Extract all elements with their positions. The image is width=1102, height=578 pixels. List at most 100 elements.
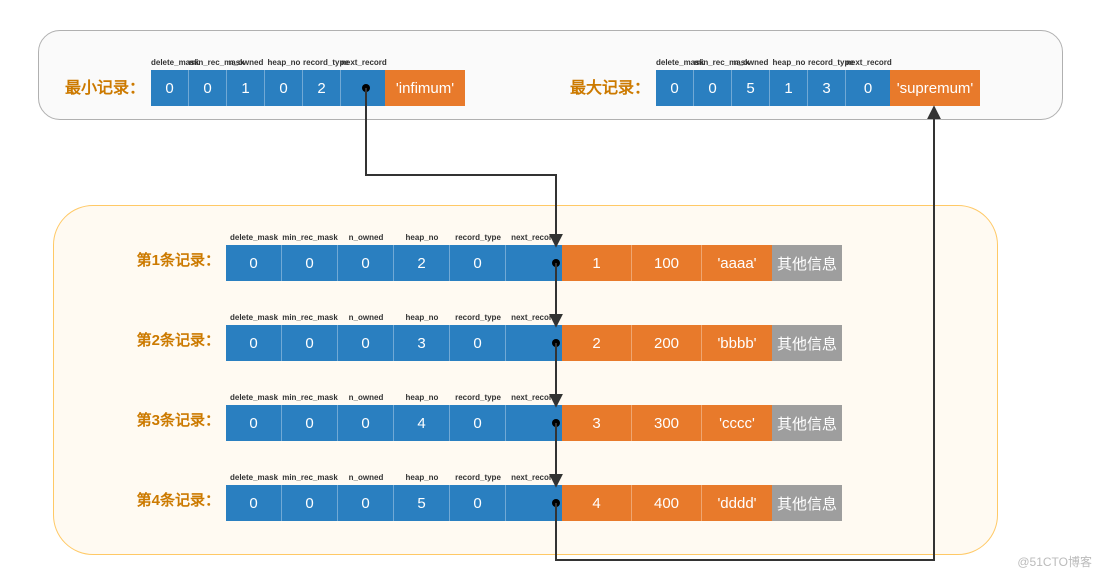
rec3-cell-1: 0 (282, 405, 338, 441)
rec4-cell-3: 5 (394, 485, 450, 521)
rec4-data-1: 400 (632, 485, 702, 521)
head2-delete-mask: delete_mask (656, 56, 694, 70)
record-1: 第1条记录： delete_maskmin_rec_maskn_ownedheap… (108, 231, 842, 281)
rec4-head-4: record_type (450, 471, 506, 485)
max-cell-5: 0 (846, 70, 890, 106)
max-cells: 0 0 5 1 3 0 'supremum' (656, 70, 980, 106)
rec4-head-1: min_rec_mask (282, 471, 338, 485)
head2-record-type: record_type (808, 56, 846, 70)
head2-heap-no: heap_no (770, 56, 808, 70)
rec2-head-2: n_owned (338, 311, 394, 325)
min-cell-3: 0 (265, 70, 303, 106)
rec4-cell-0: 0 (226, 485, 282, 521)
max-cell-4: 3 (808, 70, 846, 106)
rec4-head-2: n_owned (338, 471, 394, 485)
rec3-head-3: heap_no (394, 391, 450, 405)
rec2-data-0: 2 (562, 325, 632, 361)
rec3-cell-5 (506, 405, 562, 441)
rec1-head-2: n_owned (338, 231, 394, 245)
min-record: 最小记录： delete_mask min_rec_mask n_owned h… (60, 56, 465, 106)
rec4-head-0: delete_mask (226, 471, 282, 485)
rec3-head-2: n_owned (338, 391, 394, 405)
max-cell-1: 0 (694, 70, 732, 106)
min-cell-5 (341, 70, 385, 106)
record-label-4: 第4条记录： (108, 489, 220, 510)
rec1-cell-4: 0 (450, 245, 506, 281)
rec2-cell-4: 0 (450, 325, 506, 361)
rec3-cell-0: 0 (226, 405, 282, 441)
rec3-cell-3: 4 (394, 405, 450, 441)
min-cells: 0 0 1 0 2 'infimum' (151, 70, 465, 106)
head-next-record: next_record (341, 56, 385, 70)
rec2-data-1: 200 (632, 325, 702, 361)
rec2-data-2: 'bbbb' (702, 325, 772, 361)
record-4: 第4条记录： delete_maskmin_rec_maskn_ownedheap… (108, 471, 842, 521)
rec2-head-4: record_type (450, 311, 506, 325)
rec2-head-0: delete_mask (226, 311, 282, 325)
record-label-3: 第3条记录： (108, 409, 220, 430)
rec4-head-3: heap_no (394, 471, 450, 485)
rec3-head-1: min_rec_mask (282, 391, 338, 405)
min-record-label: 最小记录： (60, 74, 145, 98)
record-label-1: 第1条记录： (108, 249, 220, 270)
rec1-cell-3: 2 (394, 245, 450, 281)
record-label-2: 第2条记录： (108, 329, 220, 350)
rec1-cell-5 (506, 245, 562, 281)
head-heap-no: heap_no (265, 56, 303, 70)
rec3-head-0: delete_mask (226, 391, 282, 405)
rec2-cell-1: 0 (282, 325, 338, 361)
rec1-cell-2: 0 (338, 245, 394, 281)
min-cell-0: 0 (151, 70, 189, 106)
rec4-cell-4: 0 (450, 485, 506, 521)
head-delete-mask: delete_mask (151, 56, 189, 70)
rec2-cell-2: 0 (338, 325, 394, 361)
min-data: 'infimum' (385, 70, 465, 106)
max-data: 'supremum' (890, 70, 980, 106)
min-headers: delete_mask min_rec_mask n_owned heap_no… (151, 56, 465, 70)
rec3-data-0: 3 (562, 405, 632, 441)
head2-next-record: next_record (846, 56, 890, 70)
max-record-label: 最大记录： (565, 74, 650, 98)
rec4-data-2: 'dddd' (702, 485, 772, 521)
rec1-head-0: delete_mask (226, 231, 282, 245)
rec2-extra: 其他信息 (772, 325, 842, 361)
min-cell-2: 1 (227, 70, 265, 106)
head2-min-rec-mask: min_rec_mask (694, 56, 732, 70)
rec3-head-5: next_record (506, 391, 562, 405)
rec1-extra: 其他信息 (772, 245, 842, 281)
rec4-data-0: 4 (562, 485, 632, 521)
rec1-head-1: min_rec_mask (282, 231, 338, 245)
rec1-head-5: next_record (506, 231, 562, 245)
rec1-cell-0: 0 (226, 245, 282, 281)
head-record-type: record_type (303, 56, 341, 70)
min-cell-4: 2 (303, 70, 341, 106)
rec2-head-1: min_rec_mask (282, 311, 338, 325)
rec4-cell-2: 0 (338, 485, 394, 521)
rec4-head-5: next_record (506, 471, 562, 485)
rec4-cell-5 (506, 485, 562, 521)
rec1-data-0: 1 (562, 245, 632, 281)
record-2: 第2条记录： delete_maskmin_rec_maskn_ownedheap… (108, 311, 842, 361)
max-cell-2: 5 (732, 70, 770, 106)
rec4-cell-1: 0 (282, 485, 338, 521)
rec3-extra: 其他信息 (772, 405, 842, 441)
rec2-cell-0: 0 (226, 325, 282, 361)
rec3-cell-2: 0 (338, 405, 394, 441)
rec2-cell-3: 3 (394, 325, 450, 361)
rec1-head-4: record_type (450, 231, 506, 245)
rec3-head-4: record_type (450, 391, 506, 405)
head-min-rec-mask: min_rec_mask (189, 56, 227, 70)
rec2-head-3: heap_no (394, 311, 450, 325)
max-headers: delete_mask min_rec_mask n_owned heap_no… (656, 56, 980, 70)
record-3: 第3条记录： delete_maskmin_rec_maskn_ownedheap… (108, 391, 842, 441)
rec1-data-1: 100 (632, 245, 702, 281)
watermark: @51CTO博客 (1017, 553, 1092, 570)
max-record: 最大记录： delete_mask min_rec_mask n_owned h… (565, 56, 980, 106)
head2-n-owned: n_owned (732, 56, 770, 70)
rec4-extra: 其他信息 (772, 485, 842, 521)
rec1-data-2: 'aaaa' (702, 245, 772, 281)
rec1-cell-1: 0 (282, 245, 338, 281)
rec1-head-3: heap_no (394, 231, 450, 245)
max-cell-0: 0 (656, 70, 694, 106)
rec3-data-1: 300 (632, 405, 702, 441)
